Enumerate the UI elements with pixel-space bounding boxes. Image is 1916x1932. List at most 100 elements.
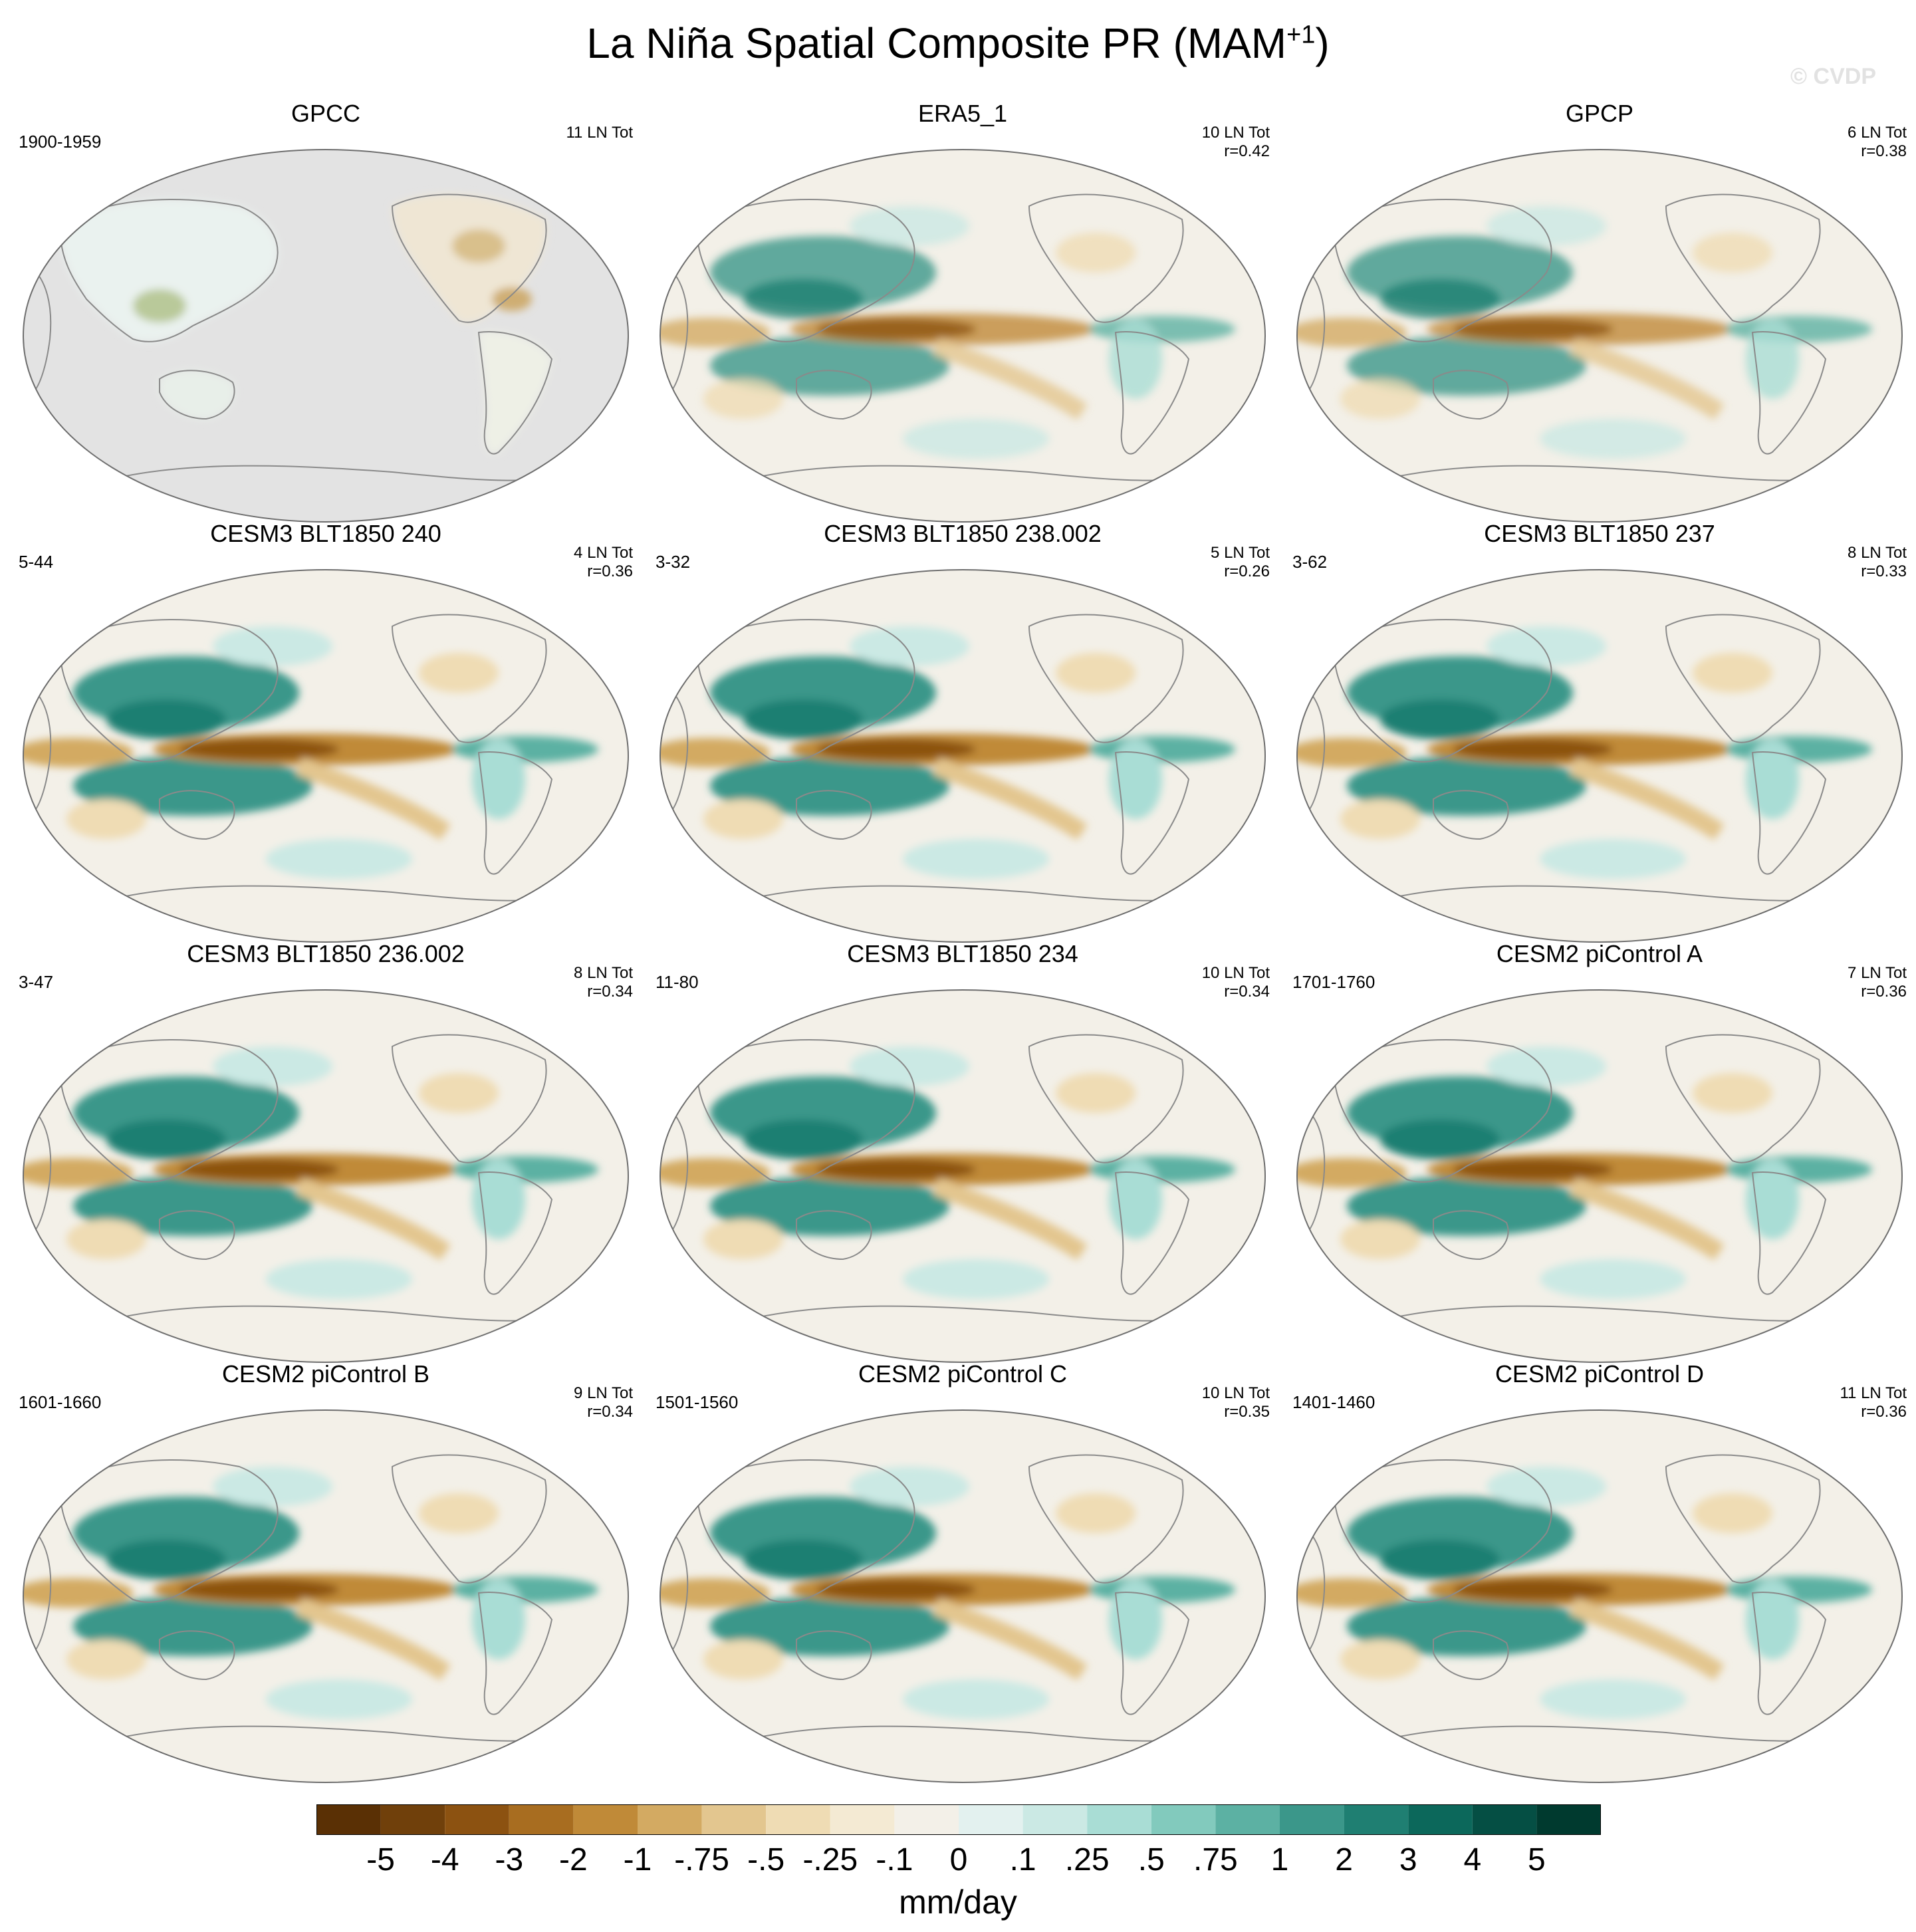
event-count: 4 LN Tot bbox=[574, 544, 633, 562]
panel-title: ERA5_1 bbox=[917, 100, 1008, 127]
map-border bbox=[23, 1409, 629, 1783]
map-border bbox=[23, 569, 629, 943]
precip-field bbox=[660, 1467, 1235, 1719]
robinson-map bbox=[1296, 989, 1903, 1363]
map-border bbox=[659, 1409, 1266, 1783]
map-panel: CESM2 piControl B 1601-1660 9 LN Tot r=0.34 bbox=[13, 1360, 638, 1786]
pattern-correlation: r=0.36 bbox=[1861, 983, 1907, 1001]
colorbar-swatch bbox=[766, 1804, 830, 1835]
map-panel: GPCC 1900-1959 11 LN Tot bbox=[13, 100, 638, 525]
pattern-correlation: r=0.38 bbox=[1861, 142, 1907, 160]
panel-years: 11-80 bbox=[656, 972, 699, 992]
map-panel: CESM3 BLT1850 237 3-62 8 LN Tot r=0.33 bbox=[1287, 520, 1912, 945]
pattern-correlation: r=0.36 bbox=[587, 562, 633, 580]
robinson-map bbox=[659, 989, 1266, 1363]
pattern-correlation: r=0.42 bbox=[1224, 142, 1270, 160]
colorbar-swatch bbox=[894, 1804, 959, 1835]
pattern-correlation: r=0.26 bbox=[1224, 562, 1270, 580]
panel-stats: 7 LN Tot r=0.36 bbox=[1848, 964, 1907, 1001]
colorbar-swatch bbox=[1215, 1804, 1280, 1835]
event-count: 9 LN Tot bbox=[574, 1384, 633, 1402]
robinson-map bbox=[1296, 1409, 1903, 1783]
panel-title: CESM3 BLT1850 237 bbox=[1484, 520, 1715, 547]
coastlines bbox=[1303, 614, 1896, 903]
precip-field bbox=[23, 626, 598, 879]
precip-field bbox=[23, 1467, 598, 1719]
colorbar-swatch bbox=[1344, 1804, 1409, 1835]
panel-title: CESM2 piControl B bbox=[221, 1360, 430, 1388]
robinson-map bbox=[659, 1409, 1266, 1783]
coastlines bbox=[29, 614, 622, 903]
panel-title: CESM3 BLT1850 240 bbox=[210, 520, 441, 547]
coastlines bbox=[1303, 193, 1896, 483]
precip-field bbox=[1297, 1467, 1872, 1719]
robinson-map bbox=[1296, 569, 1903, 943]
colorbar-tick-label: -3 bbox=[495, 1842, 524, 1877]
map-panel: ERA5_1 10 LN Tot r=0.42 bbox=[650, 100, 1275, 525]
panel-title: GPCP bbox=[1565, 100, 1634, 127]
map-border bbox=[1296, 149, 1903, 523]
panel-stats: 11 LN Tot bbox=[566, 124, 633, 142]
map-border bbox=[659, 149, 1266, 523]
colorbar-tick-labels: -5 -4 -3 -2 -1 -.75 -.5 -.25 -.1 0 .1 .25 .5 .75 1 2 3 4 5 bbox=[316, 1842, 1601, 1881]
map-panel: CESM3 BLT1850 240 5-44 4 LN Tot r=0.36 bbox=[13, 520, 638, 945]
panel-years: 1601-1660 bbox=[19, 1392, 102, 1412]
colorbar-swatch bbox=[1536, 1804, 1601, 1835]
precip-field bbox=[1297, 206, 1872, 459]
map-border bbox=[659, 989, 1266, 1363]
event-count: 11 LN Tot bbox=[566, 124, 633, 142]
colorbar-swatch bbox=[1022, 1804, 1088, 1835]
colorbar-swatch bbox=[380, 1804, 445, 1835]
colorbar-tick-label: -1 bbox=[623, 1842, 652, 1877]
robinson-map bbox=[23, 569, 629, 943]
robinson-map bbox=[23, 989, 629, 1363]
panel-years: 5-44 bbox=[19, 552, 54, 572]
pattern-correlation: r=0.34 bbox=[587, 1403, 633, 1421]
panel-title: CESM3 BLT1850 234 bbox=[847, 940, 1078, 967]
map-panel: CESM2 piControl A 1701-1760 7 LN Tot r=0.36 bbox=[1287, 940, 1912, 1366]
colorbar-tick-label: 1 bbox=[1270, 1842, 1289, 1877]
colorbar-tick-label: 5 bbox=[1528, 1842, 1546, 1877]
colorbar-swatch bbox=[701, 1804, 767, 1835]
pattern-correlation: r=0.34 bbox=[587, 983, 633, 1001]
event-count: 8 LN Tot bbox=[574, 964, 633, 982]
colorbar-swatch bbox=[638, 1804, 702, 1835]
panel-title: CESM3 BLT1850 238.002 bbox=[824, 520, 1102, 547]
map-panel: GPCP 6 LN Tot r=0.38 bbox=[1287, 100, 1912, 525]
panel-title: GPCC bbox=[291, 100, 360, 127]
panel-title: CESM2 piControl C bbox=[858, 1360, 1068, 1388]
event-count: 5 LN Tot bbox=[1211, 544, 1270, 562]
event-count: 8 LN Tot bbox=[1848, 544, 1907, 562]
panel-stats: 5 LN Tot r=0.26 bbox=[1211, 544, 1270, 581]
panel-stats: 4 LN Tot r=0.36 bbox=[574, 544, 633, 581]
colorbar-swatch bbox=[959, 1804, 1023, 1835]
map-border bbox=[23, 149, 629, 523]
colorbar-swatch bbox=[1087, 1804, 1151, 1835]
colorbar-tick-label: -2 bbox=[559, 1842, 588, 1877]
colorbar-swatch bbox=[1280, 1804, 1344, 1835]
watermark: © CVDP bbox=[1790, 64, 1876, 89]
panel-years: 1501-1560 bbox=[656, 1392, 739, 1412]
panel-stats: 9 LN Tot r=0.34 bbox=[574, 1384, 633, 1421]
panel-stats: 11 LN Tot r=0.36 bbox=[1840, 1384, 1907, 1421]
colorbar-tick-label: -.25 bbox=[802, 1842, 858, 1877]
map-border bbox=[1296, 1409, 1903, 1783]
colorbar-tick-label: -5 bbox=[366, 1842, 395, 1877]
colorbar-tick-label: 4 bbox=[1463, 1842, 1482, 1877]
pattern-correlation: r=0.36 bbox=[1861, 1403, 1907, 1421]
event-count: 10 LN Tot bbox=[1201, 124, 1270, 142]
precip-field bbox=[1297, 1046, 1872, 1299]
panel-title: CESM3 BLT1850 236.002 bbox=[187, 940, 465, 967]
event-count: 10 LN Tot bbox=[1201, 1384, 1270, 1402]
colorbar-swatch bbox=[316, 1804, 381, 1835]
panel-title: CESM2 piControl D bbox=[1495, 1360, 1705, 1388]
colorbar-tick-label: -4 bbox=[430, 1842, 459, 1877]
colorbar bbox=[316, 1804, 1601, 1835]
map-panel: CESM2 piControl D 1401-1460 11 LN Tot r=0.3… bbox=[1287, 1360, 1912, 1786]
map-panel: CESM2 piControl C 1501-1560 10 LN Tot r=0.3… bbox=[650, 1360, 1275, 1786]
colorbar-tick-label: -.75 bbox=[674, 1842, 729, 1877]
panel-stats: 10 LN Tot r=0.35 bbox=[1202, 1384, 1270, 1421]
map-panel: CESM3 BLT1850 238.002 3-32 5 LN Tot r=0.26 bbox=[650, 520, 1275, 945]
panel-years: 1401-1460 bbox=[1292, 1392, 1376, 1412]
event-count: 10 LN Tot bbox=[1201, 964, 1270, 982]
